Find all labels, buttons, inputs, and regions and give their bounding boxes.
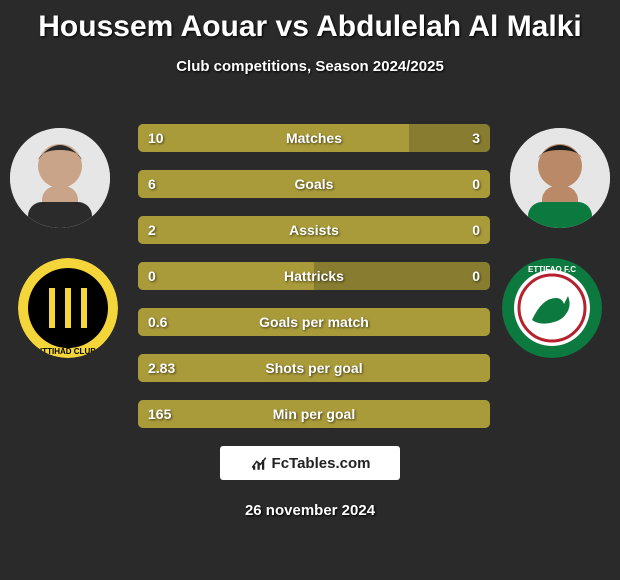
svg-text:ITTIHAD CLUB: ITTIHAD CLUB <box>40 347 96 356</box>
branding-badge: FcTables.com <box>220 446 400 480</box>
stat-row: Hattricks0 0 <box>138 262 490 290</box>
stat-row: Shots per goal2.83 <box>138 354 490 382</box>
stat-value-right: 3 <box>472 124 480 152</box>
person-icon <box>510 128 610 228</box>
chart-icon <box>250 454 268 472</box>
stat-label: Min per goal <box>138 400 490 428</box>
stat-label: Matches <box>138 124 490 152</box>
stat-value-left: 0 <box>148 262 156 290</box>
page-title: Houssem Aouar vs Abdulelah Al Malki <box>0 0 620 44</box>
stat-row: Matches10 3 <box>138 124 490 152</box>
stat-value-left: 10 <box>148 124 164 152</box>
stat-label: Hattricks <box>138 262 490 290</box>
stat-row: Min per goal165 <box>138 400 490 428</box>
club-badge-icon: ETTIFAQ F.C <box>502 258 602 358</box>
player-right-avatar <box>510 128 610 228</box>
player-left-avatar <box>10 128 110 228</box>
stat-label: Goals <box>138 170 490 198</box>
stat-value-left: 2.83 <box>148 354 175 382</box>
stat-row: Goals6 0 <box>138 170 490 198</box>
stat-value-left: 0.6 <box>148 308 167 336</box>
stat-label: Assists <box>138 216 490 244</box>
stat-value-left: 6 <box>148 170 156 198</box>
stat-value-left: 2 <box>148 216 156 244</box>
stat-row: Goals per match0.6 <box>138 308 490 336</box>
date-text: 26 november 2024 <box>0 502 620 519</box>
stat-value-right: 0 <box>472 170 480 198</box>
stat-value-left: 165 <box>148 400 171 428</box>
stat-row: Assists2 0 <box>138 216 490 244</box>
stat-value-right: 0 <box>472 216 480 244</box>
branding-text: FcTables.com <box>272 455 371 472</box>
club-left-logo: ITTIHAD CLUB <box>18 258 118 358</box>
club-badge-icon: ITTIHAD CLUB <box>18 258 118 358</box>
stat-label: Goals per match <box>138 308 490 336</box>
person-icon <box>10 128 110 228</box>
page-subtitle: Club competitions, Season 2024/2025 <box>0 58 620 75</box>
svg-text:ETTIFAQ F.C: ETTIFAQ F.C <box>528 265 576 274</box>
club-right-logo: ETTIFAQ F.C <box>502 258 602 358</box>
comparison-chart: Matches103Goals60Assists20Hattricks00Goa… <box>138 124 490 446</box>
stat-label: Shots per goal <box>138 354 490 382</box>
stat-value-right: 0 <box>472 262 480 290</box>
